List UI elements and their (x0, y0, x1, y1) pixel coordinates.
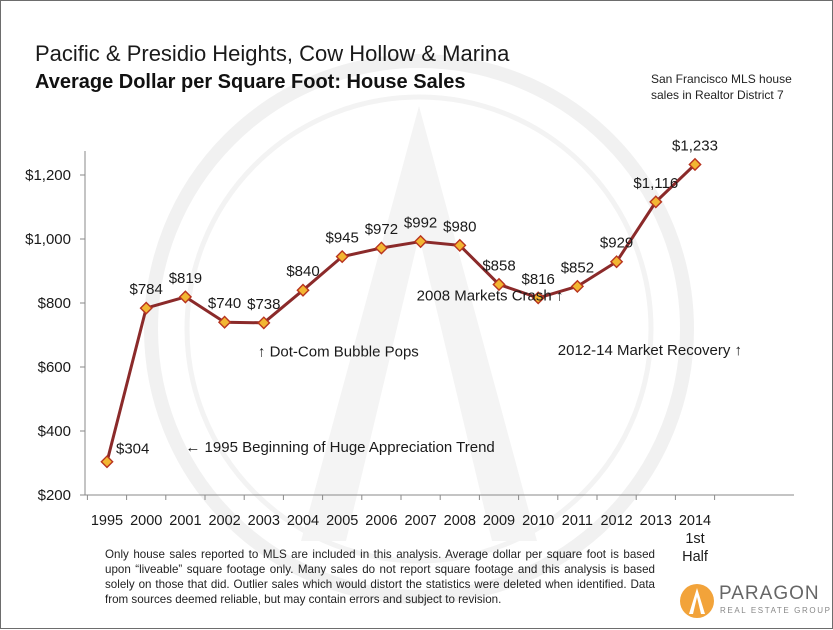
data-label: $858 (482, 257, 515, 274)
data-label: $304 (116, 441, 149, 458)
annotation-text: 2012-14 Market Recovery ↑ (558, 342, 742, 359)
data-label: $740 (208, 295, 241, 312)
y-tick-label: $200 (38, 487, 71, 504)
chart-title: Pacific & Presidio Heights, Cow Hollow &… (35, 41, 510, 66)
x-tick-label: 2004 (287, 513, 319, 529)
data-label: $816 (522, 271, 555, 288)
data-point-marker (688, 157, 702, 172)
data-label: $1,116 (633, 175, 678, 192)
data-point-marker (296, 283, 310, 297)
annotation-text: ← 1995 Beginning of Huge Appreciation Tr… (185, 439, 494, 456)
y-tick-label: $800 (38, 295, 71, 312)
data-point-marker (178, 290, 193, 304)
data-point-marker (492, 277, 506, 292)
annotation-text: ↑ Dot-Com Bubble Pops (258, 343, 419, 360)
x-tick-label: 2001 (169, 513, 201, 529)
paragon-logo-icon (680, 584, 714, 618)
x-tick-label: 2010 (522, 513, 554, 529)
data-point-marker (217, 315, 232, 329)
data-point-marker (453, 238, 467, 253)
x-tick-label: 2008 (444, 513, 476, 529)
data-label: $819 (169, 270, 202, 287)
x-tick-label: 2012 (600, 513, 632, 529)
y-tick-label: $400 (38, 423, 71, 440)
data-point-marker (609, 255, 624, 269)
x-tick-label-extra: 1st (685, 531, 704, 547)
data-point-marker (413, 234, 428, 249)
logo-name: PARAGON (719, 583, 820, 604)
data-point-marker (139, 301, 153, 315)
source-note: San Francisco MLS house sales in Realtor… (651, 72, 792, 102)
data-point-marker (649, 195, 663, 209)
chart-subtitle: Average Dollar per Square Foot: House Sa… (35, 71, 466, 93)
logo-tagline: REAL ESTATE GROUP (720, 606, 832, 615)
data-label: $945 (326, 230, 359, 247)
x-tick-label-extra: Half (682, 549, 709, 565)
data-point-marker (100, 455, 114, 469)
data-label: $852 (561, 259, 594, 276)
x-tick-label: 1995 (91, 513, 123, 529)
x-tick-label: 2014 (679, 513, 711, 529)
data-label: $980 (443, 218, 476, 235)
x-tick-label: 2013 (640, 513, 672, 529)
data-point-marker (531, 291, 545, 305)
data-point-marker (257, 316, 271, 330)
x-tick-label: 2007 (404, 513, 436, 529)
x-tick-label: 2005 (326, 513, 358, 529)
data-label: $840 (286, 263, 319, 280)
data-label: $929 (600, 235, 633, 252)
data-point-marker (335, 249, 349, 264)
x-tick-label: 2006 (365, 513, 397, 529)
data-point-marker (374, 241, 389, 255)
x-tick-label: 2000 (130, 513, 162, 529)
data-label: $1,233 (672, 137, 718, 154)
data-label: $738 (247, 296, 280, 313)
paragon-logo: PARAGON REAL ESTATE GROUP (677, 581, 830, 621)
x-tick-label: 2009 (483, 513, 515, 529)
y-tick-label: $1,000 (25, 231, 71, 248)
data-point-marker (570, 279, 585, 294)
annotation-text: 2008 Markets Crash ↑ (417, 287, 564, 304)
x-tick-label: 2003 (248, 513, 280, 529)
y-tick-label: $1,200 (25, 167, 71, 184)
data-label: $992 (404, 215, 437, 232)
x-tick-label: 2002 (208, 513, 240, 529)
data-label: $784 (130, 281, 163, 298)
footnote: Only house sales reported to MLS are inc… (105, 548, 655, 606)
y-tick-label: $600 (38, 359, 71, 376)
data-label: $972 (365, 221, 398, 238)
series-line (105, 163, 697, 463)
x-tick-label: 2011 (562, 513, 593, 529)
